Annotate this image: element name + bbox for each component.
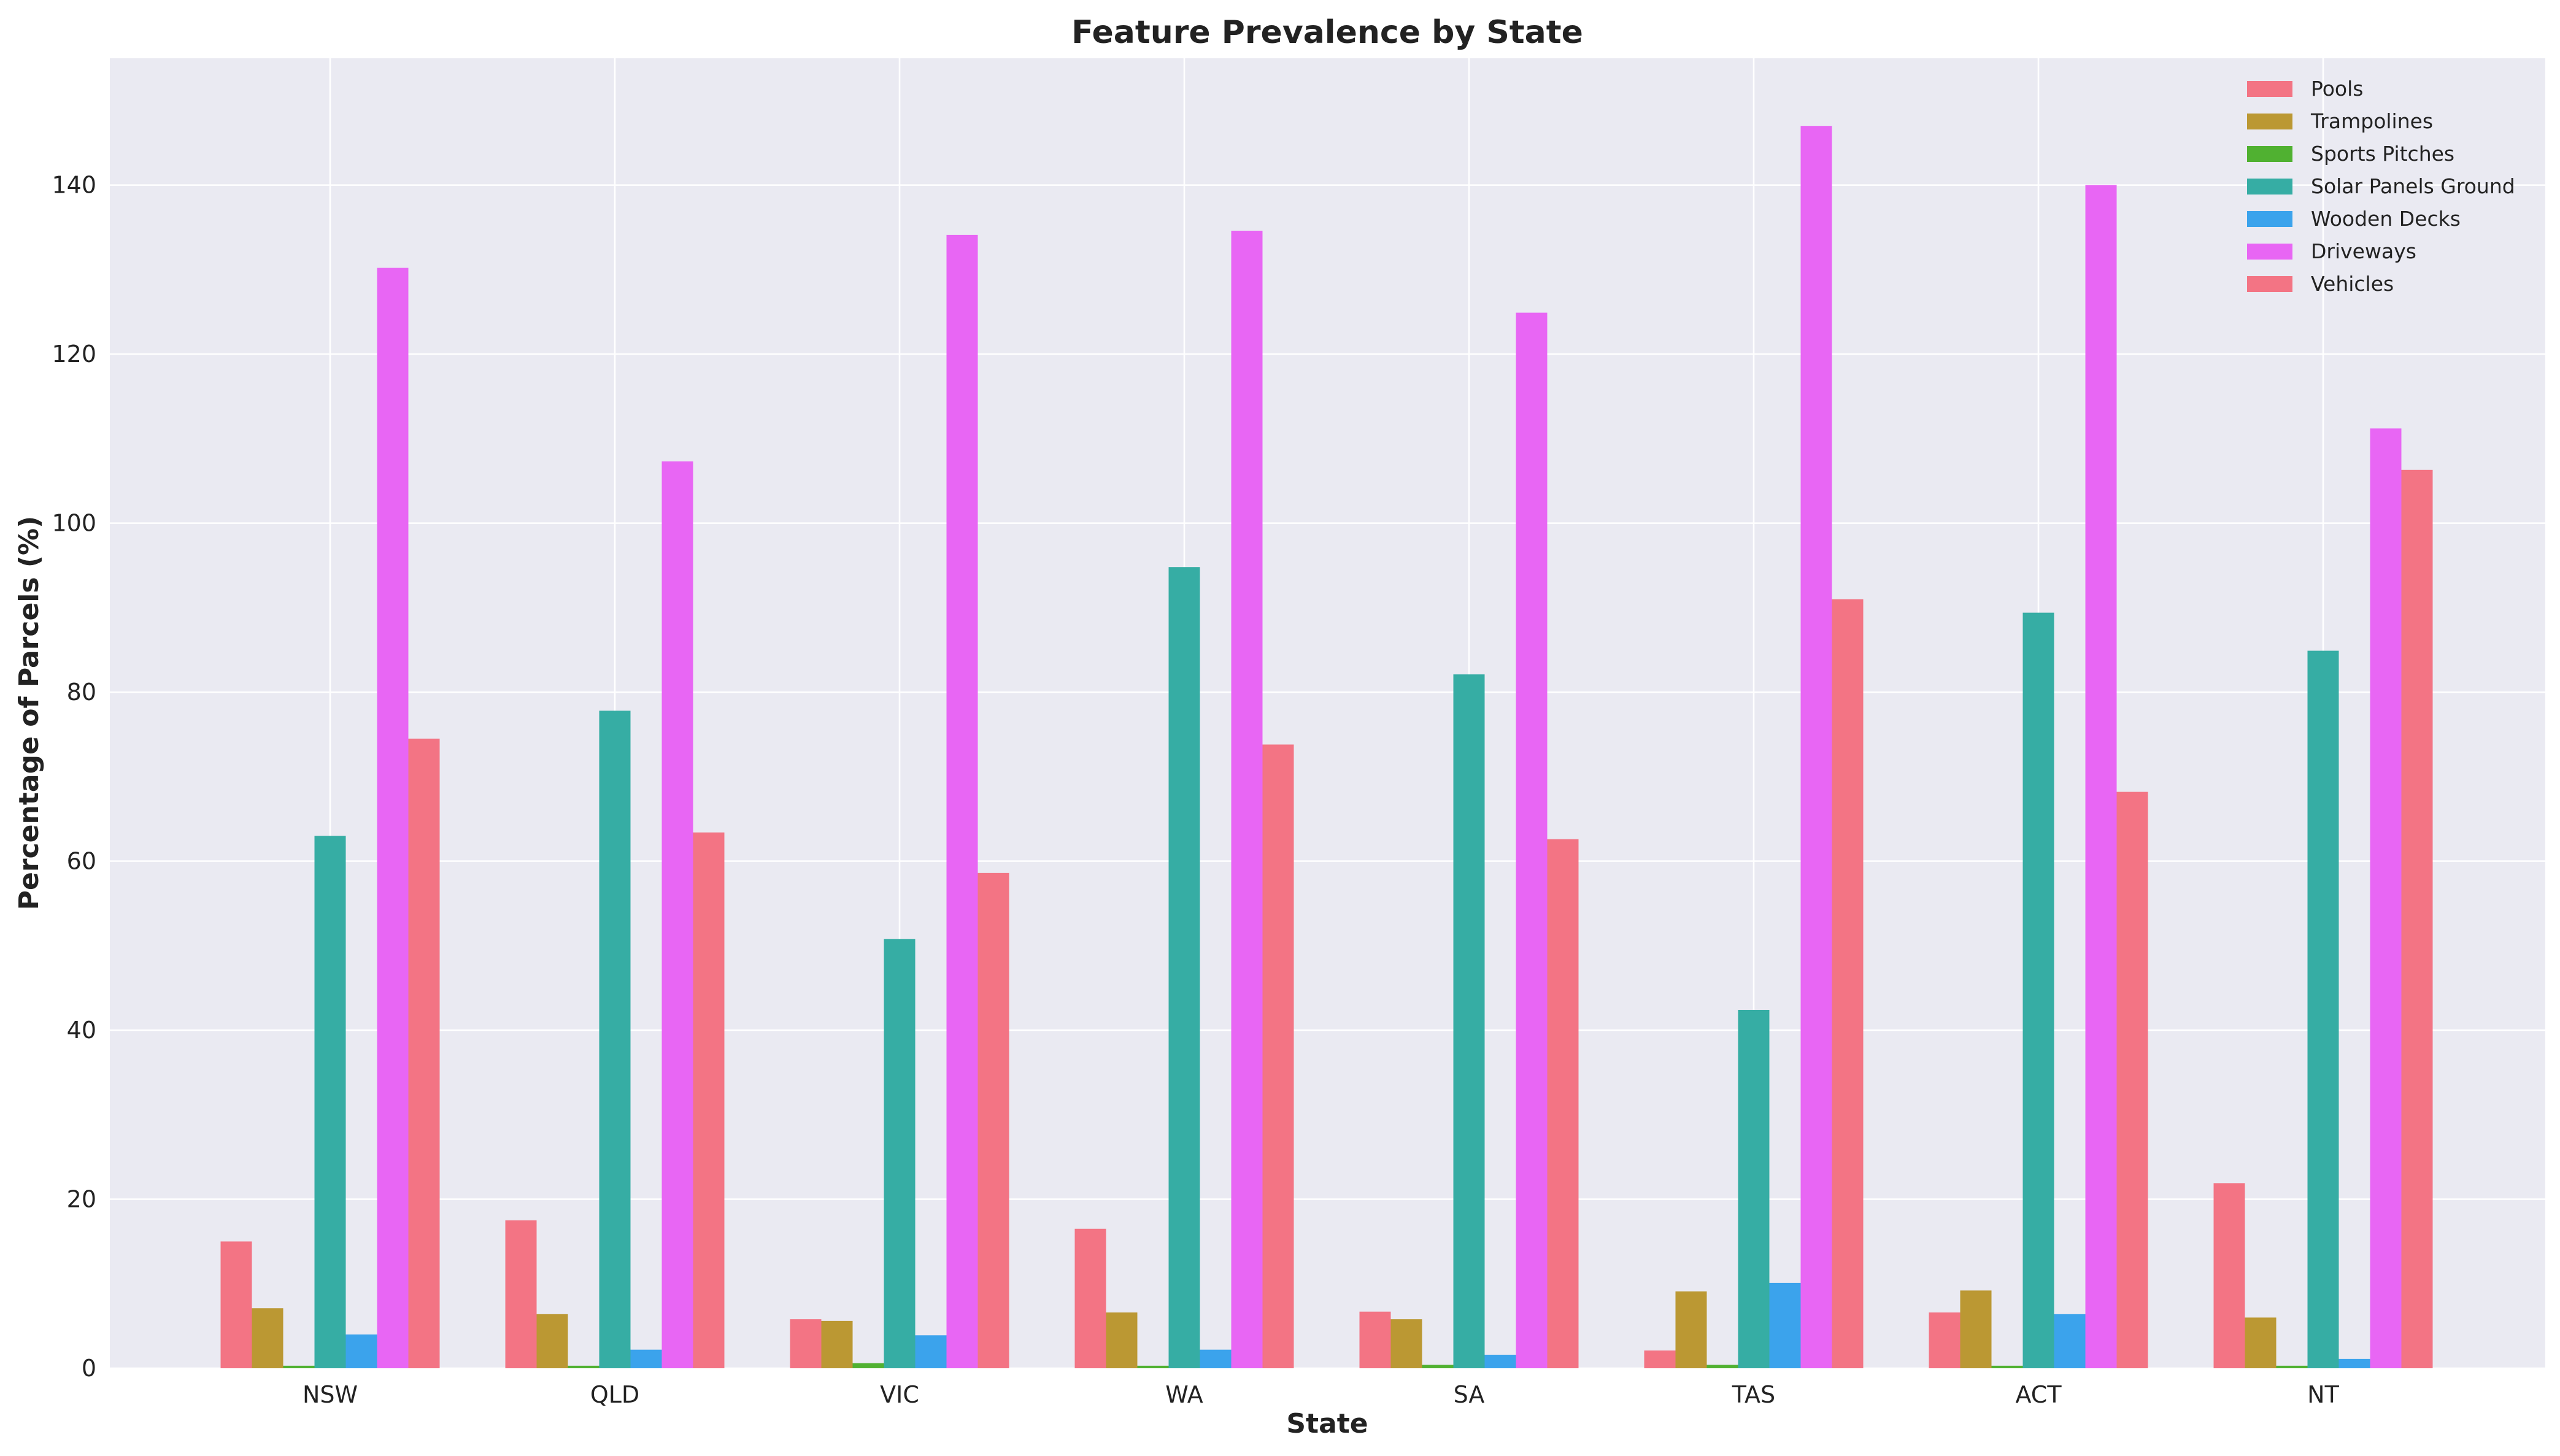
- y-tick-label: 40: [67, 1017, 96, 1044]
- y-tick-label: 60: [67, 848, 96, 875]
- bar-trampolines-act: [1960, 1290, 1992, 1368]
- bar-pools-nsw: [220, 1241, 252, 1368]
- y-tick-label: 80: [67, 679, 96, 706]
- x-tick-label: QLD: [590, 1381, 639, 1408]
- legend-swatch-trampolines: [2247, 114, 2292, 129]
- bar-wooden-decks-vic: [915, 1335, 947, 1368]
- bar-solar-panels-ground-nt: [2307, 650, 2339, 1368]
- bar-wooden-decks-sa: [1484, 1354, 1516, 1368]
- bar-trampolines-tas: [1675, 1291, 1707, 1368]
- legend-swatch-driveways: [2247, 244, 2292, 260]
- legend-label-sports-pitches: Sports Pitches: [2311, 142, 2454, 166]
- chart-title: Feature Prevalence by State: [1071, 14, 1583, 51]
- y-tick-label: 20: [67, 1186, 96, 1213]
- y-tick-label: 140: [52, 172, 96, 199]
- bar-sports-pitches-wa: [1137, 1365, 1169, 1368]
- bar-trampolines-nt: [2245, 1317, 2277, 1368]
- bar-vehicles-nt: [2401, 469, 2433, 1368]
- bar-pools-sa: [1359, 1311, 1391, 1368]
- x-tick-label: VIC: [880, 1381, 919, 1408]
- legend-label-wooden-decks: Wooden Decks: [2311, 207, 2461, 231]
- bar-driveways-qld: [661, 461, 693, 1368]
- x-tick-label: NSW: [303, 1381, 358, 1408]
- bar-pools-vic: [790, 1319, 822, 1368]
- bar-vehicles-sa: [1547, 839, 1579, 1368]
- bar-sports-pitches-vic: [852, 1363, 884, 1368]
- bar-vehicles-vic: [977, 872, 1009, 1368]
- bar-trampolines-wa: [1106, 1312, 1138, 1368]
- y-tick-label: 120: [52, 341, 96, 368]
- y-axis-label: Percentage of Parcels (%): [13, 516, 45, 910]
- bar-pools-act: [1929, 1312, 1960, 1368]
- x-tick-label: ACT: [2015, 1381, 2062, 1408]
- bar-wooden-decks-nt: [2338, 1358, 2370, 1368]
- bar-wooden-decks-nsw: [345, 1334, 377, 1368]
- bar-pools-qld: [505, 1220, 537, 1368]
- bar-wooden-decks-act: [2054, 1314, 2086, 1368]
- bar-driveways-tas: [1800, 126, 1832, 1368]
- legend-swatch-sports-pitches: [2247, 146, 2292, 162]
- bar-sports-pitches-tas: [1706, 1365, 1738, 1368]
- bar-sports-pitches-sa: [1422, 1365, 1454, 1368]
- bar-sports-pitches-act: [1991, 1365, 2023, 1368]
- x-tick-label: NT: [2307, 1381, 2339, 1408]
- bar-sports-pitches-nt: [2276, 1365, 2308, 1368]
- x-tick-label: TAS: [1732, 1381, 1775, 1408]
- bar-driveways-wa: [1231, 230, 1263, 1369]
- bar-trampolines-nsw: [252, 1308, 283, 1368]
- y-tick-label: 0: [82, 1355, 96, 1382]
- bar-wooden-decks-qld: [630, 1349, 662, 1368]
- x-axis-label: State: [1286, 1408, 1368, 1439]
- legend-swatch-solar-panels-ground: [2247, 179, 2292, 195]
- bar-trampolines-sa: [1390, 1319, 1422, 1368]
- bar-solar-panels-ground-wa: [1168, 567, 1200, 1368]
- bar-wooden-decks-tas: [1769, 1282, 1801, 1368]
- legend-label-trampolines: Trampolines: [2310, 109, 2433, 133]
- legend-label-pools: Pools: [2311, 77, 2363, 101]
- bar-sports-pitches-nsw: [283, 1365, 315, 1368]
- x-tick-label: WA: [1165, 1381, 1203, 1408]
- bar-sports-pitches-qld: [568, 1365, 600, 1368]
- plot-background: [110, 58, 2545, 1368]
- bar-vehicles-tas: [1832, 599, 1864, 1369]
- y-tick-label: 100: [52, 510, 96, 537]
- bar-driveways-vic: [946, 234, 978, 1369]
- legend-swatch-wooden-decks: [2247, 211, 2292, 227]
- bar-solar-panels-ground-tas: [1738, 1009, 1770, 1368]
- bar-pools-tas: [1644, 1350, 1676, 1368]
- bar-solar-panels-ground-vic: [884, 939, 916, 1368]
- bar-wooden-decks-wa: [1200, 1349, 1232, 1368]
- legend-label-vehicles: Vehicles: [2311, 272, 2394, 296]
- bar-solar-panels-ground-nsw: [314, 836, 346, 1368]
- bar-trampolines-vic: [821, 1320, 853, 1368]
- bar-driveways-act: [2085, 185, 2117, 1368]
- bar-vehicles-nsw: [408, 738, 440, 1368]
- bar-vehicles-wa: [1262, 744, 1294, 1368]
- legend-swatch-vehicles: [2247, 276, 2292, 292]
- y-tick-labels: 0 20 40 60 80 100 120 140: [52, 172, 96, 1382]
- legend: Pools Trampolines Sports Pitches Solar Pane…: [2247, 77, 2515, 296]
- bar-vehicles-qld: [693, 832, 725, 1368]
- bar-solar-panels-ground-act: [2022, 612, 2054, 1368]
- bars: [220, 126, 2433, 1369]
- bar-pools-nt: [2213, 1183, 2245, 1368]
- bar-solar-panels-ground-qld: [599, 711, 631, 1368]
- x-tick-labels: NSW QLD VIC WA SA TAS ACT NT: [303, 1381, 2340, 1408]
- bar-trampolines-qld: [536, 1314, 568, 1368]
- bar-driveways-nsw: [377, 268, 409, 1369]
- legend-label-driveways: Driveways: [2311, 239, 2416, 263]
- bar-driveways-sa: [1516, 312, 1548, 1368]
- x-tick-label: SA: [1454, 1381, 1485, 1408]
- bar-solar-panels-ground-sa: [1453, 674, 1485, 1368]
- legend-label-solar-panels-ground: Solar Panels Ground: [2311, 174, 2515, 198]
- bar-driveways-nt: [2370, 428, 2402, 1368]
- bar-vehicles-act: [2116, 792, 2148, 1368]
- legend-swatch-pools: [2247, 81, 2292, 97]
- bar-pools-wa: [1074, 1228, 1106, 1368]
